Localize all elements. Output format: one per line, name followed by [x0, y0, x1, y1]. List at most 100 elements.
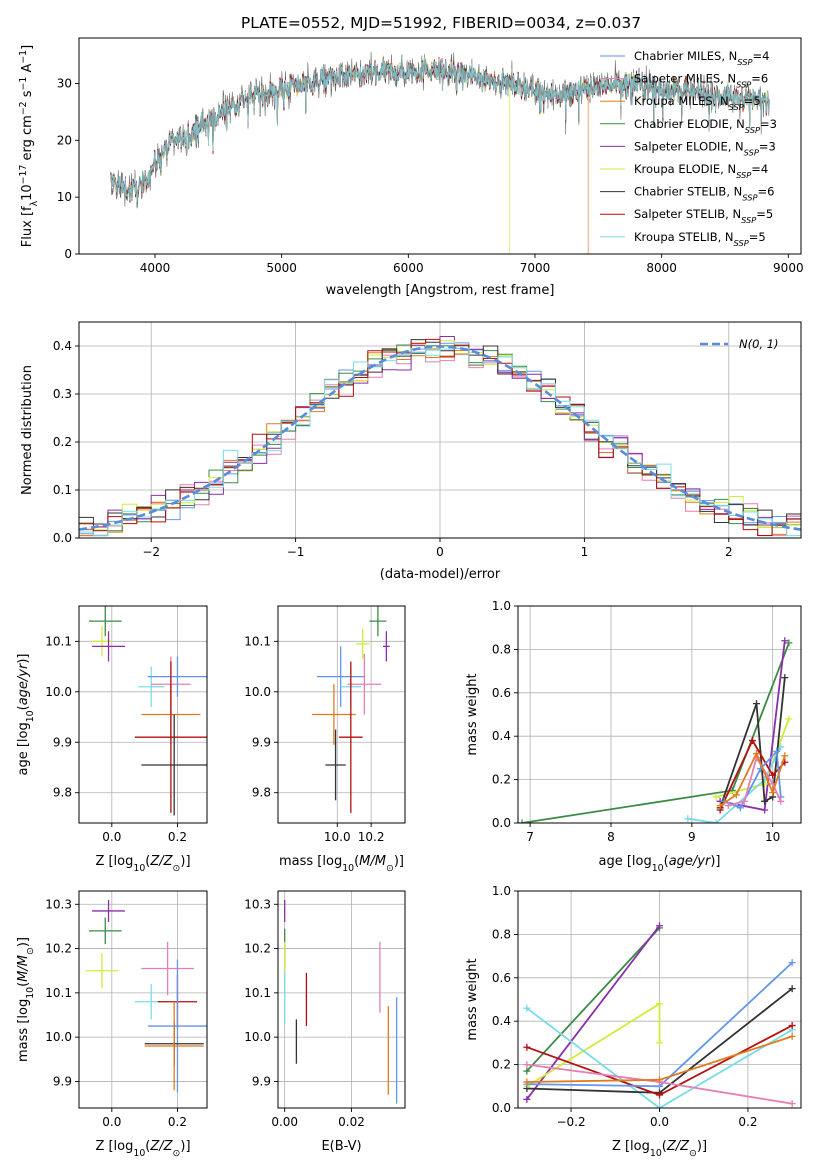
legend-model: Salpeter ELODIE, N	[634, 139, 744, 153]
label-segment: ]	[20, 45, 35, 50]
x-tick-label: 0.0	[102, 1115, 121, 1129]
y-tick-label: 9.8	[53, 786, 72, 800]
weight-marker-salpeter-miles	[523, 1061, 531, 1069]
y-axis-label: Flux [fλ10−17 erg cm−2 s−1 A−1]	[18, 45, 40, 247]
weight-marker-kroupa-miles	[788, 1032, 796, 1040]
label-segment: −2	[18, 101, 29, 115]
legend-n: =5	[744, 94, 761, 108]
errorbar-kroupa-miles	[144, 1001, 204, 1091]
label-segment: mass [log	[279, 854, 342, 869]
y-tick-label: 10.1	[244, 634, 271, 648]
model-spectrum-kroupa-miles	[110, 57, 770, 254]
x-tick-label: 1	[581, 545, 589, 559]
axes-frame	[277, 890, 406, 1109]
x-axis-label: Z [log10(Z/Z⊙)]	[95, 1139, 190, 1159]
errorbar-kroupa-elodie	[85, 953, 119, 989]
y-tick-label: 0.0	[53, 531, 72, 545]
plot-area-weight_vs_Z	[523, 922, 796, 1108]
legend-label-salpeter-miles: Salpeter MILES, NSSP=6	[634, 72, 768, 90]
x-axis-label: age [log10(age/yr)]	[598, 854, 720, 874]
label-segment: Z [log	[95, 1139, 133, 1154]
legend-sub: SSP	[736, 170, 751, 180]
weight-marker-salpeter-miles	[740, 797, 748, 805]
y-tick-label: 20	[57, 133, 72, 147]
x-tick-label: 6000	[393, 261, 424, 275]
legend-n: =4	[752, 49, 769, 63]
axes-age_vs_mass: 10.0 10.2 9.8 9.9 10.0 10.1 mass [log10(M/M⊙)]	[244, 605, 406, 874]
label-segment: 10	[133, 1148, 145, 1159]
legend-label-salpeter-stelib: Salpeter STELIB, NSSP=5	[634, 207, 773, 225]
weight-marker-salpeter-stelib	[769, 771, 777, 779]
label-segment: Z/Z	[149, 854, 173, 869]
weight-marker-chabrier-miles	[773, 747, 781, 755]
label-segment: )]	[710, 854, 720, 869]
y-tick-label: 10.3	[244, 897, 271, 911]
label-segment: )]	[697, 1139, 707, 1154]
axes-residuals: N(0, 1) −2 −1 0 1 2 0.0 0.1 0.2 0.3 0.4 (data-model…	[20, 321, 802, 582]
errorbar-salpeter-elodie	[92, 899, 125, 922]
label-segment: Z/Z	[149, 1139, 173, 1154]
label-segment: mass weight	[465, 673, 480, 755]
legend-sub: SSP	[729, 102, 744, 112]
weight-marker-kroupa-elodie	[656, 1039, 663, 1047]
label-segment: 10	[652, 863, 664, 874]
y-tick-label: 0.2	[53, 435, 72, 449]
weight-marker-kroupa-elodie	[712, 793, 720, 801]
figure-title: PLATE=0552, MJD=51992, FIBERID=0034, z=0…	[241, 14, 641, 32]
weight-marker-kroupa-stelib	[684, 815, 692, 823]
label-segment: (data-model)/error	[380, 567, 501, 582]
y-tick-label: 9.9	[53, 735, 72, 749]
label-segment: A	[20, 64, 35, 77]
plot-area-age_vs_Z	[88, 606, 207, 816]
legend-n: =6	[751, 72, 768, 86]
weight-marker-kroupa-miles	[732, 791, 740, 799]
plot-area-mass_vs_Z	[85, 899, 207, 1093]
y-tick-label: 0.0	[492, 1101, 511, 1115]
y-tick-label: 10.0	[244, 685, 271, 699]
legend-n: =5	[756, 207, 773, 221]
weight-marker-kroupa-elodie	[785, 715, 793, 723]
weight-marker-chabrier-stelib	[761, 797, 769, 805]
label-segment: s	[20, 90, 35, 101]
weight-marker-chabrier-miles	[788, 959, 796, 967]
x-tick-label: 9	[688, 830, 696, 844]
y-tick-label: 0.4	[53, 339, 72, 353]
legend-sub: SSP	[742, 193, 757, 203]
x-tick-label: 0	[436, 545, 444, 559]
weight-marker-kroupa-miles	[656, 1076, 663, 1084]
label-segment: −17	[18, 165, 29, 185]
legend-model: Salpeter MILES, N	[634, 72, 736, 86]
weight-marker-kroupa-miles	[781, 752, 789, 760]
legend-n: =6	[757, 185, 774, 199]
errorbar-kroupa-stelib	[138, 666, 165, 707]
weight-marker-salpeter-stelib	[656, 1091, 663, 1099]
y-tick-label: 0.0	[492, 816, 511, 830]
axes-mass_vs_ebv: 0.00 0.02 9.9 10.0 10.1 10.2 10.3 E(B-V)	[244, 890, 406, 1154]
y-tick-label: 0.4	[492, 1014, 511, 1028]
x-tick-label: 10	[765, 830, 780, 844]
label-segment: ⊙	[173, 863, 181, 874]
plot-area-residuals	[79, 336, 801, 537]
label-segment: age [log	[598, 854, 651, 869]
errorbar-chabrier-miles	[316, 646, 365, 707]
weight-marker-chabrier-miles	[736, 804, 744, 812]
legend-label-kroupa-miles: Kroupa MILES, NSSP=5	[634, 94, 761, 112]
weight-marker-kroupa-miles	[523, 1078, 531, 1086]
legend-sub: SSP	[744, 147, 759, 157]
legend-label-chabrier-miles: Chabrier MILES, NSSP=4	[634, 49, 769, 67]
legend-model: Salpeter STELIB, N	[634, 207, 741, 221]
normal-curve-line	[79, 345, 801, 531]
weight-marker-salpeter-elodie	[656, 922, 663, 930]
x-tick-label: 0.2	[168, 1115, 187, 1129]
label-segment: mass [log	[16, 999, 31, 1062]
weight-line-chabrier-elodie	[521, 642, 790, 823]
errorbar-chabrier-miles	[147, 959, 207, 1093]
axes-frame	[78, 890, 208, 1109]
x-tick-label: 7	[526, 830, 534, 844]
label-segment: 10	[650, 1148, 662, 1159]
label-segment: )]	[16, 653, 31, 663]
y-tick-label: 0.2	[492, 1058, 511, 1072]
y-tick-label: 0.6	[492, 971, 511, 985]
